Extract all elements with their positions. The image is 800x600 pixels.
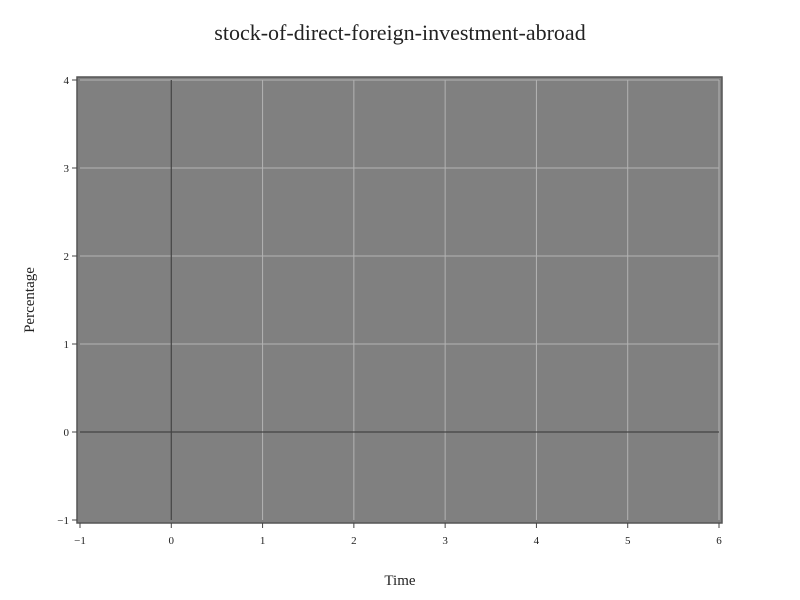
x-tick-label: −1 — [74, 535, 86, 547]
plot-area — [76, 76, 723, 524]
plot-frame — [76, 76, 723, 524]
chart-title: stock-of-direct-foreign-investment-abroa… — [214, 20, 585, 45]
x-axis: −1 0 1 2 3 4 5 6 — [74, 523, 722, 547]
y-tick-label: 2 — [64, 251, 70, 263]
x-tick-label: 0 — [169, 535, 175, 547]
x-tick-label: 5 — [625, 535, 631, 547]
x-tick-label: 2 — [351, 535, 357, 547]
x-tick-label: 1 — [260, 535, 266, 547]
y-tick-label: 0 — [64, 427, 70, 439]
grid-lines — [80, 79, 720, 520]
plot-background — [77, 77, 722, 523]
zero-lines — [80, 80, 719, 520]
y-axis-title: Percentage — [22, 267, 38, 333]
x-tick-label: 6 — [716, 535, 722, 547]
y-axis: −1 0 1 2 3 4 — [57, 75, 77, 527]
x-tick-label: 3 — [442, 535, 448, 547]
x-tick-label: 4 — [534, 535, 540, 547]
x-axis-title: Time — [384, 573, 415, 589]
y-tick-label: 3 — [64, 163, 70, 175]
y-tick-label: 4 — [64, 75, 70, 87]
y-tick-label: −1 — [57, 515, 69, 527]
y-tick-label: 1 — [64, 339, 70, 351]
